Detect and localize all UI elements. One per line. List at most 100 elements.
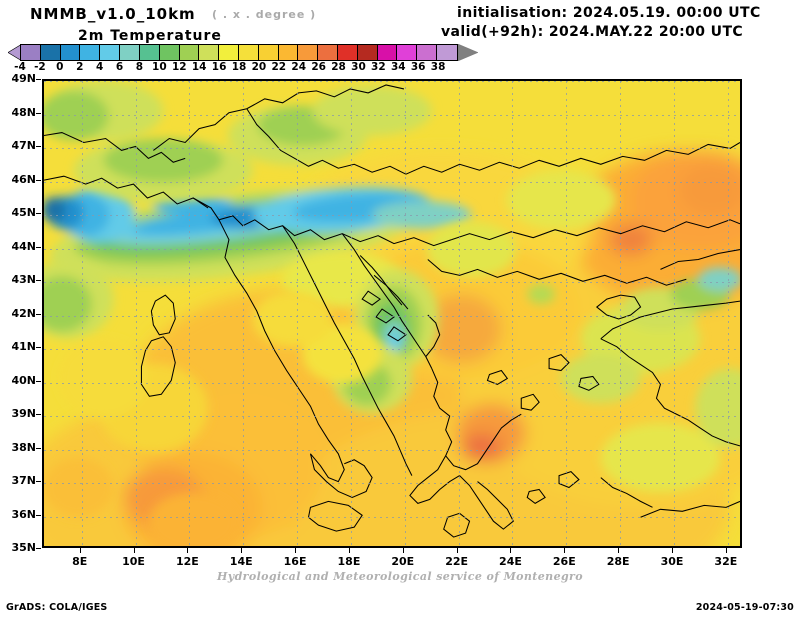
latitude-tick-mark (36, 313, 41, 315)
colorbar-swatches (20, 44, 458, 61)
longitude-tick-label: 8E (72, 555, 88, 568)
latitude-tick-mark (36, 146, 41, 147)
latitude-tick-label: 37N (11, 474, 36, 487)
latitude-tick-label: 42N (11, 306, 36, 320)
colorbar-tick: 32 (371, 61, 386, 73)
latitude-tick-label: 47N (11, 139, 36, 152)
colorbar-swatch (338, 45, 358, 60)
valid-time: valid(+92h): 2024.MAY.22 20:00 UTC (441, 24, 744, 40)
longitude-tick-label: 26E (552, 555, 576, 568)
latitude-tick-label: 41N (11, 340, 36, 353)
longitude-tick-label: 16E (283, 555, 307, 568)
colorbar-tick: 8 (135, 61, 144, 73)
longitude-tick-mark (402, 548, 404, 553)
colorbar-tick: -4 (14, 61, 26, 73)
longitude-tick-label: 22E (445, 555, 469, 568)
colorbar-tick: 22 (271, 61, 287, 73)
longitude-tick-label: 12E (175, 555, 199, 568)
longitude-tick-mark (133, 548, 135, 553)
colorbar-tick-labels: -4 -2 0 2 4 6 8 10 12 14 16 18 20 22 24 26 28 30 32 34 36 38 (8, 61, 474, 75)
latitude-tick-mark (36, 447, 41, 449)
colorbar-tick: 20 (251, 61, 267, 73)
colorbar-swatch (238, 45, 259, 60)
latitude-tick-label: 36N (11, 507, 36, 521)
latitude-tick-mark (36, 481, 41, 482)
colorbar-tick: 6 (115, 61, 124, 73)
longitude-tick-label: 14E (229, 555, 253, 568)
colorbar-tick: 10 (152, 61, 167, 73)
longitude-tick-mark (456, 548, 458, 553)
latitude-tick-mark (36, 414, 41, 415)
colorbar-tick: 14 (191, 61, 207, 73)
colorbar-tick: 34 (390, 61, 406, 73)
latitude-tick-label: 40N (11, 373, 36, 387)
temperature-field (44, 81, 740, 546)
colorbar-swatch (377, 45, 398, 60)
colorbar-swatch (219, 45, 239, 60)
colorbar-swatch (159, 45, 180, 60)
longitude-tick-mark (564, 548, 566, 553)
colorbar-swatch (278, 45, 299, 60)
longitude-tick-label: 24E (499, 555, 522, 568)
generation-timestamp: 2024-05-19-07:30 (695, 602, 794, 613)
latitude-tick-mark (36, 112, 41, 114)
initialisation-time: initialisation: 2024.05.19. 00:00 UTC (457, 5, 761, 21)
longitude-tick-mark (725, 548, 727, 553)
model-units-label: ( . x . degree ) (212, 8, 317, 21)
latitude-tick-label: 43N (11, 273, 36, 286)
longitude-tick-label: 10E (122, 555, 145, 568)
longitude-tick-mark (510, 548, 512, 553)
colorbar-swatch (120, 45, 140, 60)
longitude-tick-mark (241, 548, 243, 553)
longitude-tick-mark (79, 548, 81, 553)
grads-label: GrADS: COLA/IGES (6, 602, 108, 613)
longitude-tick-label: 32E (714, 555, 738, 568)
latitude-tick-label: 48N (11, 105, 36, 119)
colorbar-swatch (199, 45, 220, 60)
colorbar-swatch (100, 45, 121, 60)
colorbar-tick: 24 (291, 61, 307, 73)
colorbar-swatch (60, 45, 81, 60)
longitude-tick-label: 30E (660, 555, 684, 568)
latitude-tick-label: 49N (11, 72, 36, 85)
colorbar-over-arrow-icon (458, 44, 478, 61)
colorbar-swatch (21, 45, 41, 60)
latitude-tick-mark (36, 79, 41, 80)
latitude-tick-mark (36, 213, 41, 214)
longitude-tick-mark (295, 548, 297, 553)
colorbar-tick: 36 (410, 61, 426, 73)
colorbar-tick: 12 (171, 61, 187, 73)
latitude-tick-label: 46N (11, 172, 36, 186)
latitude-tick-label: 45N (11, 206, 36, 219)
colorbar-swatch (437, 45, 457, 60)
colorbar-swatch (40, 45, 61, 60)
longitude-tick-mark (618, 548, 620, 553)
longitude-tick-label: 20E (391, 555, 415, 568)
colorbar-tick: 4 (95, 61, 104, 73)
latitude-tick-label: 44N (11, 239, 36, 253)
latitude-tick-mark (36, 548, 41, 549)
longitude-tick-label: 18E (337, 555, 361, 568)
latitude-tick-mark (36, 179, 41, 181)
colorbar-tick: 28 (331, 61, 346, 73)
colorbar-tick: 2 (76, 61, 84, 73)
colorbar-swatch (80, 45, 101, 60)
latitude-tick-label: 39N (11, 407, 36, 420)
latitude-tick-mark (36, 280, 41, 281)
map-plot-area[interactable] (42, 79, 742, 548)
colorbar-tick: -2 (34, 61, 46, 73)
colorbar-under-arrow-icon (8, 44, 22, 61)
colorbar-swatch (139, 45, 160, 60)
latitude-tick-mark (36, 246, 41, 248)
latitude-tick-label: 38N (11, 440, 36, 454)
latitude-tick-mark (36, 380, 41, 382)
colorbar-swatch (179, 45, 200, 60)
colorbar-tick: 0 (56, 61, 64, 73)
colorbar-swatch (357, 45, 378, 60)
longitude-tick-mark (187, 548, 189, 553)
colorbar-swatch (417, 45, 438, 60)
model-title: NMMB_v1.0_10km (30, 5, 196, 23)
colorbar-tick: 30 (351, 61, 366, 73)
colorbar-swatch (318, 45, 338, 60)
